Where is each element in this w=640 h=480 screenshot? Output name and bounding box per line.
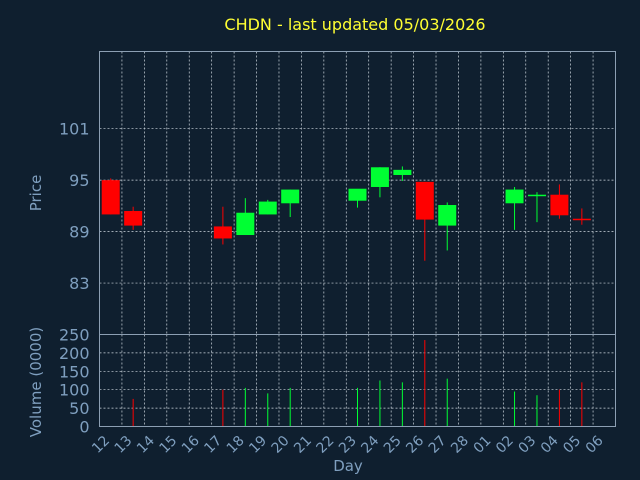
candle (527, 192, 546, 223)
x-tick-label: 19 (246, 433, 270, 457)
candle-body (124, 211, 143, 226)
candle (124, 206, 143, 230)
candle (348, 188, 367, 208)
x-tick-label: 06 (583, 433, 607, 457)
candle-body (101, 180, 120, 215)
candle (101, 178, 120, 215)
x-tick-label: 15 (156, 433, 180, 457)
candle (213, 206, 232, 245)
chart-title: CHDN - last updated 05/03/2026 (224, 15, 485, 34)
volume-panel-frame (99, 334, 616, 427)
volume-axis-label: Volume (0000) (27, 327, 45, 437)
candle (236, 198, 255, 236)
price-tick-label: 95 (69, 171, 89, 190)
candle (281, 189, 300, 218)
candle-body (505, 189, 524, 204)
volume-tick-label: 200 (59, 344, 90, 363)
x-tick-label: 21 (291, 433, 315, 457)
price-candles (101, 166, 591, 261)
price-axis-ticks: 83 89 95 101 (59, 120, 90, 293)
x-tick-label: 23 (336, 433, 360, 457)
candle-body (438, 205, 457, 226)
candle-body (527, 194, 546, 197)
candle (370, 167, 389, 198)
candle-body (393, 169, 412, 175)
candle (505, 186, 524, 230)
x-tick-label: 24 (358, 433, 382, 457)
volume-tick-label: 250 (59, 326, 90, 345)
price-gridlines (99, 51, 616, 335)
volume-bars (132, 340, 583, 427)
volume-tick-label: 100 (59, 381, 90, 400)
x-tick-label: 03 (515, 433, 539, 457)
candle-body (370, 167, 389, 187)
x-tick-label: 22 (314, 433, 338, 457)
candle-body (415, 181, 434, 220)
candle-body (213, 226, 232, 239)
x-tick-label: 17 (201, 433, 225, 457)
x-tick-label: 28 (448, 433, 472, 457)
price-tick-label: 101 (59, 120, 90, 139)
x-tick-label: 20 (269, 433, 293, 457)
price-tick-label: 83 (69, 274, 89, 293)
x-tick-label: 16 (179, 433, 203, 457)
candle-body (550, 194, 569, 216)
volume-tick-label: 50 (69, 399, 89, 418)
candle (393, 166, 412, 181)
candle (258, 199, 277, 215)
day-axis-ticks: 1213141516171819202122232425262728010203… (89, 433, 607, 457)
x-tick-label: 04 (538, 433, 562, 457)
x-tick-label: 27 (426, 433, 450, 457)
volume-gridlines (99, 334, 616, 427)
x-tick-label: 14 (134, 433, 158, 457)
candle (572, 208, 591, 225)
x-tick-label: 13 (112, 433, 136, 457)
x-tick-label: 26 (403, 433, 427, 457)
candle (415, 181, 434, 261)
x-tick-label: 25 (381, 433, 405, 457)
day-axis-label: Day (333, 457, 363, 475)
x-tick-label: 18 (224, 433, 248, 457)
candle-body (236, 212, 255, 236)
x-tick-label: 05 (560, 433, 584, 457)
price-tick-label: 89 (69, 223, 89, 242)
volume-tick-label: 0 (79, 418, 89, 437)
candle-body (348, 188, 367, 201)
candle-body (258, 201, 277, 215)
candle (550, 184, 569, 219)
candle-body (281, 189, 300, 204)
price-axis-label: Price (27, 175, 45, 212)
x-tick-label: 01 (471, 433, 495, 457)
candle-body (572, 218, 591, 221)
x-tick-label: 02 (493, 433, 517, 457)
volume-tick-label: 150 (59, 362, 90, 381)
x-tick-label: 12 (89, 433, 113, 457)
candle (438, 202, 457, 251)
